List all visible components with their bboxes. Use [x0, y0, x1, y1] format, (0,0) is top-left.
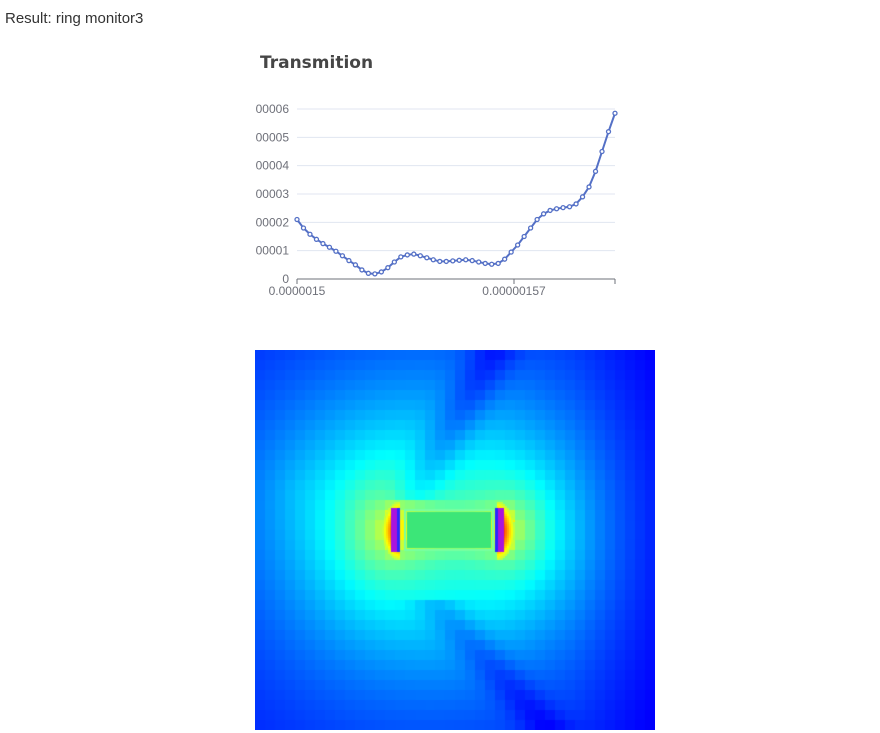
data-point: [404, 252, 410, 258]
data-point: [391, 259, 398, 265]
data-point: [573, 201, 579, 207]
y-tick-label: 00001: [256, 244, 290, 258]
data-point: [605, 129, 612, 135]
data-point: [495, 260, 501, 267]
data-point: [437, 258, 443, 265]
data-point: [560, 204, 566, 211]
data-point: [527, 225, 534, 231]
data-point: [430, 257, 436, 263]
data-point: [586, 184, 592, 190]
data-point: [333, 248, 339, 254]
data-point: [514, 242, 521, 248]
x-tick-label: 0.00000157: [482, 284, 546, 298]
data-point: [372, 271, 378, 277]
data-point: [540, 211, 547, 217]
data-point: [378, 269, 385, 275]
transmission-chart: Transmition 0 00001 00002 00003 00004 00005 00…: [255, 40, 655, 300]
grid-lines: [297, 108, 615, 252]
data-point: [599, 148, 605, 155]
data-point: [456, 257, 462, 263]
data-point: [579, 194, 586, 200]
y-axis-ticks: 0 00001 00002 00003 00004 00005 00006: [256, 102, 290, 286]
data-point: [352, 262, 359, 268]
data-point: [489, 261, 495, 267]
data-point: [359, 267, 365, 273]
data-point: [294, 216, 300, 223]
data-point: [326, 244, 333, 250]
series-group: [294, 110, 618, 277]
data-point: [502, 256, 508, 262]
data-point: [320, 240, 326, 247]
data-point: [411, 251, 417, 257]
data-point: [463, 257, 469, 263]
data-point: [534, 216, 540, 223]
chart-title: Transmition: [260, 53, 373, 73]
data-point: [521, 233, 527, 240]
y-tick-label: 00005: [256, 130, 290, 144]
field-heatmap: [255, 350, 655, 730]
data-point: [365, 270, 372, 276]
data-point: [547, 207, 553, 214]
data-point: [469, 257, 475, 264]
x-tick-label: 0.0000015: [269, 284, 326, 298]
data-point: [482, 260, 488, 267]
x-axis: 0.0000015 0.00000157: [269, 278, 616, 298]
data-point: [443, 258, 449, 265]
result-label: Result: ring monitor3: [5, 10, 144, 27]
data-point: [300, 225, 307, 231]
y-tick-label: 00006: [256, 102, 290, 116]
data-point: [307, 231, 313, 237]
data-point: [508, 249, 514, 255]
data-point: [566, 204, 573, 210]
field-map: [255, 350, 655, 730]
data-point: [424, 255, 430, 261]
data-point: [553, 206, 560, 212]
data-point: [612, 110, 618, 116]
y-tick-label: 00004: [256, 159, 290, 173]
y-tick-label: 00002: [256, 215, 290, 229]
data-point: [385, 265, 391, 271]
chart-svg: Transmition 0 00001 00002 00003 00004 00005 00…: [256, 53, 618, 298]
data-point: [398, 254, 404, 260]
data-point: [417, 253, 423, 259]
data-point: [313, 236, 320, 242]
y-tick-label: 00003: [256, 187, 290, 201]
data-point: [476, 259, 482, 265]
data-point: [450, 258, 456, 264]
data-point: [339, 253, 346, 259]
data-point: [346, 257, 352, 264]
y-tick-label: 0: [282, 272, 289, 286]
data-point: [592, 168, 599, 174]
